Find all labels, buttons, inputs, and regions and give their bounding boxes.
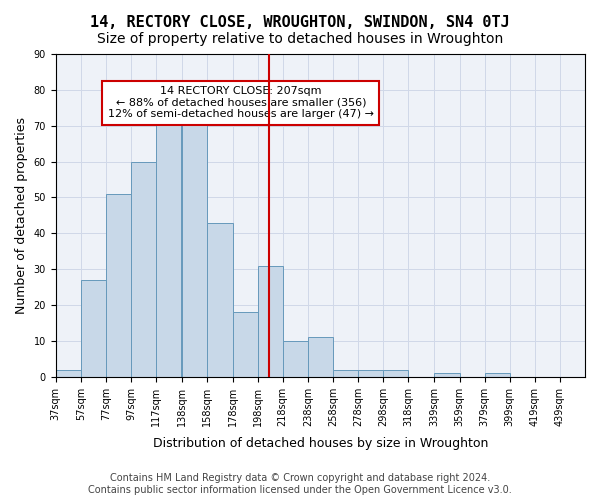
Bar [485, 373, 510, 377]
Bar [81, 280, 106, 377]
Text: Size of property relative to detached houses in Wroughton: Size of property relative to detached ho… [97, 32, 503, 46]
Bar [333, 370, 358, 377]
Text: 14, RECTORY CLOSE, WROUGHTON, SWINDON, SN4 0TJ: 14, RECTORY CLOSE, WROUGHTON, SWINDON, S… [90, 15, 510, 30]
X-axis label: Distribution of detached houses by size in Wroughton: Distribution of detached houses by size … [152, 437, 488, 450]
Bar [208, 222, 233, 377]
Bar [257, 266, 283, 377]
Y-axis label: Number of detached properties: Number of detached properties [15, 117, 28, 314]
Bar [358, 370, 383, 377]
Bar [131, 162, 156, 377]
Bar [156, 122, 181, 377]
Bar [383, 370, 408, 377]
Bar [283, 341, 308, 377]
Bar [233, 312, 257, 377]
Text: Contains HM Land Registry data © Crown copyright and database right 2024.
Contai: Contains HM Land Registry data © Crown c… [88, 474, 512, 495]
Bar [56, 370, 81, 377]
Bar [308, 338, 333, 377]
Bar [106, 194, 131, 377]
Text: 14 RECTORY CLOSE: 207sqm
← 88% of detached houses are smaller (356)
12% of semi-: 14 RECTORY CLOSE: 207sqm ← 88% of detach… [108, 86, 374, 120]
Bar [434, 373, 460, 377]
Bar [182, 118, 208, 377]
